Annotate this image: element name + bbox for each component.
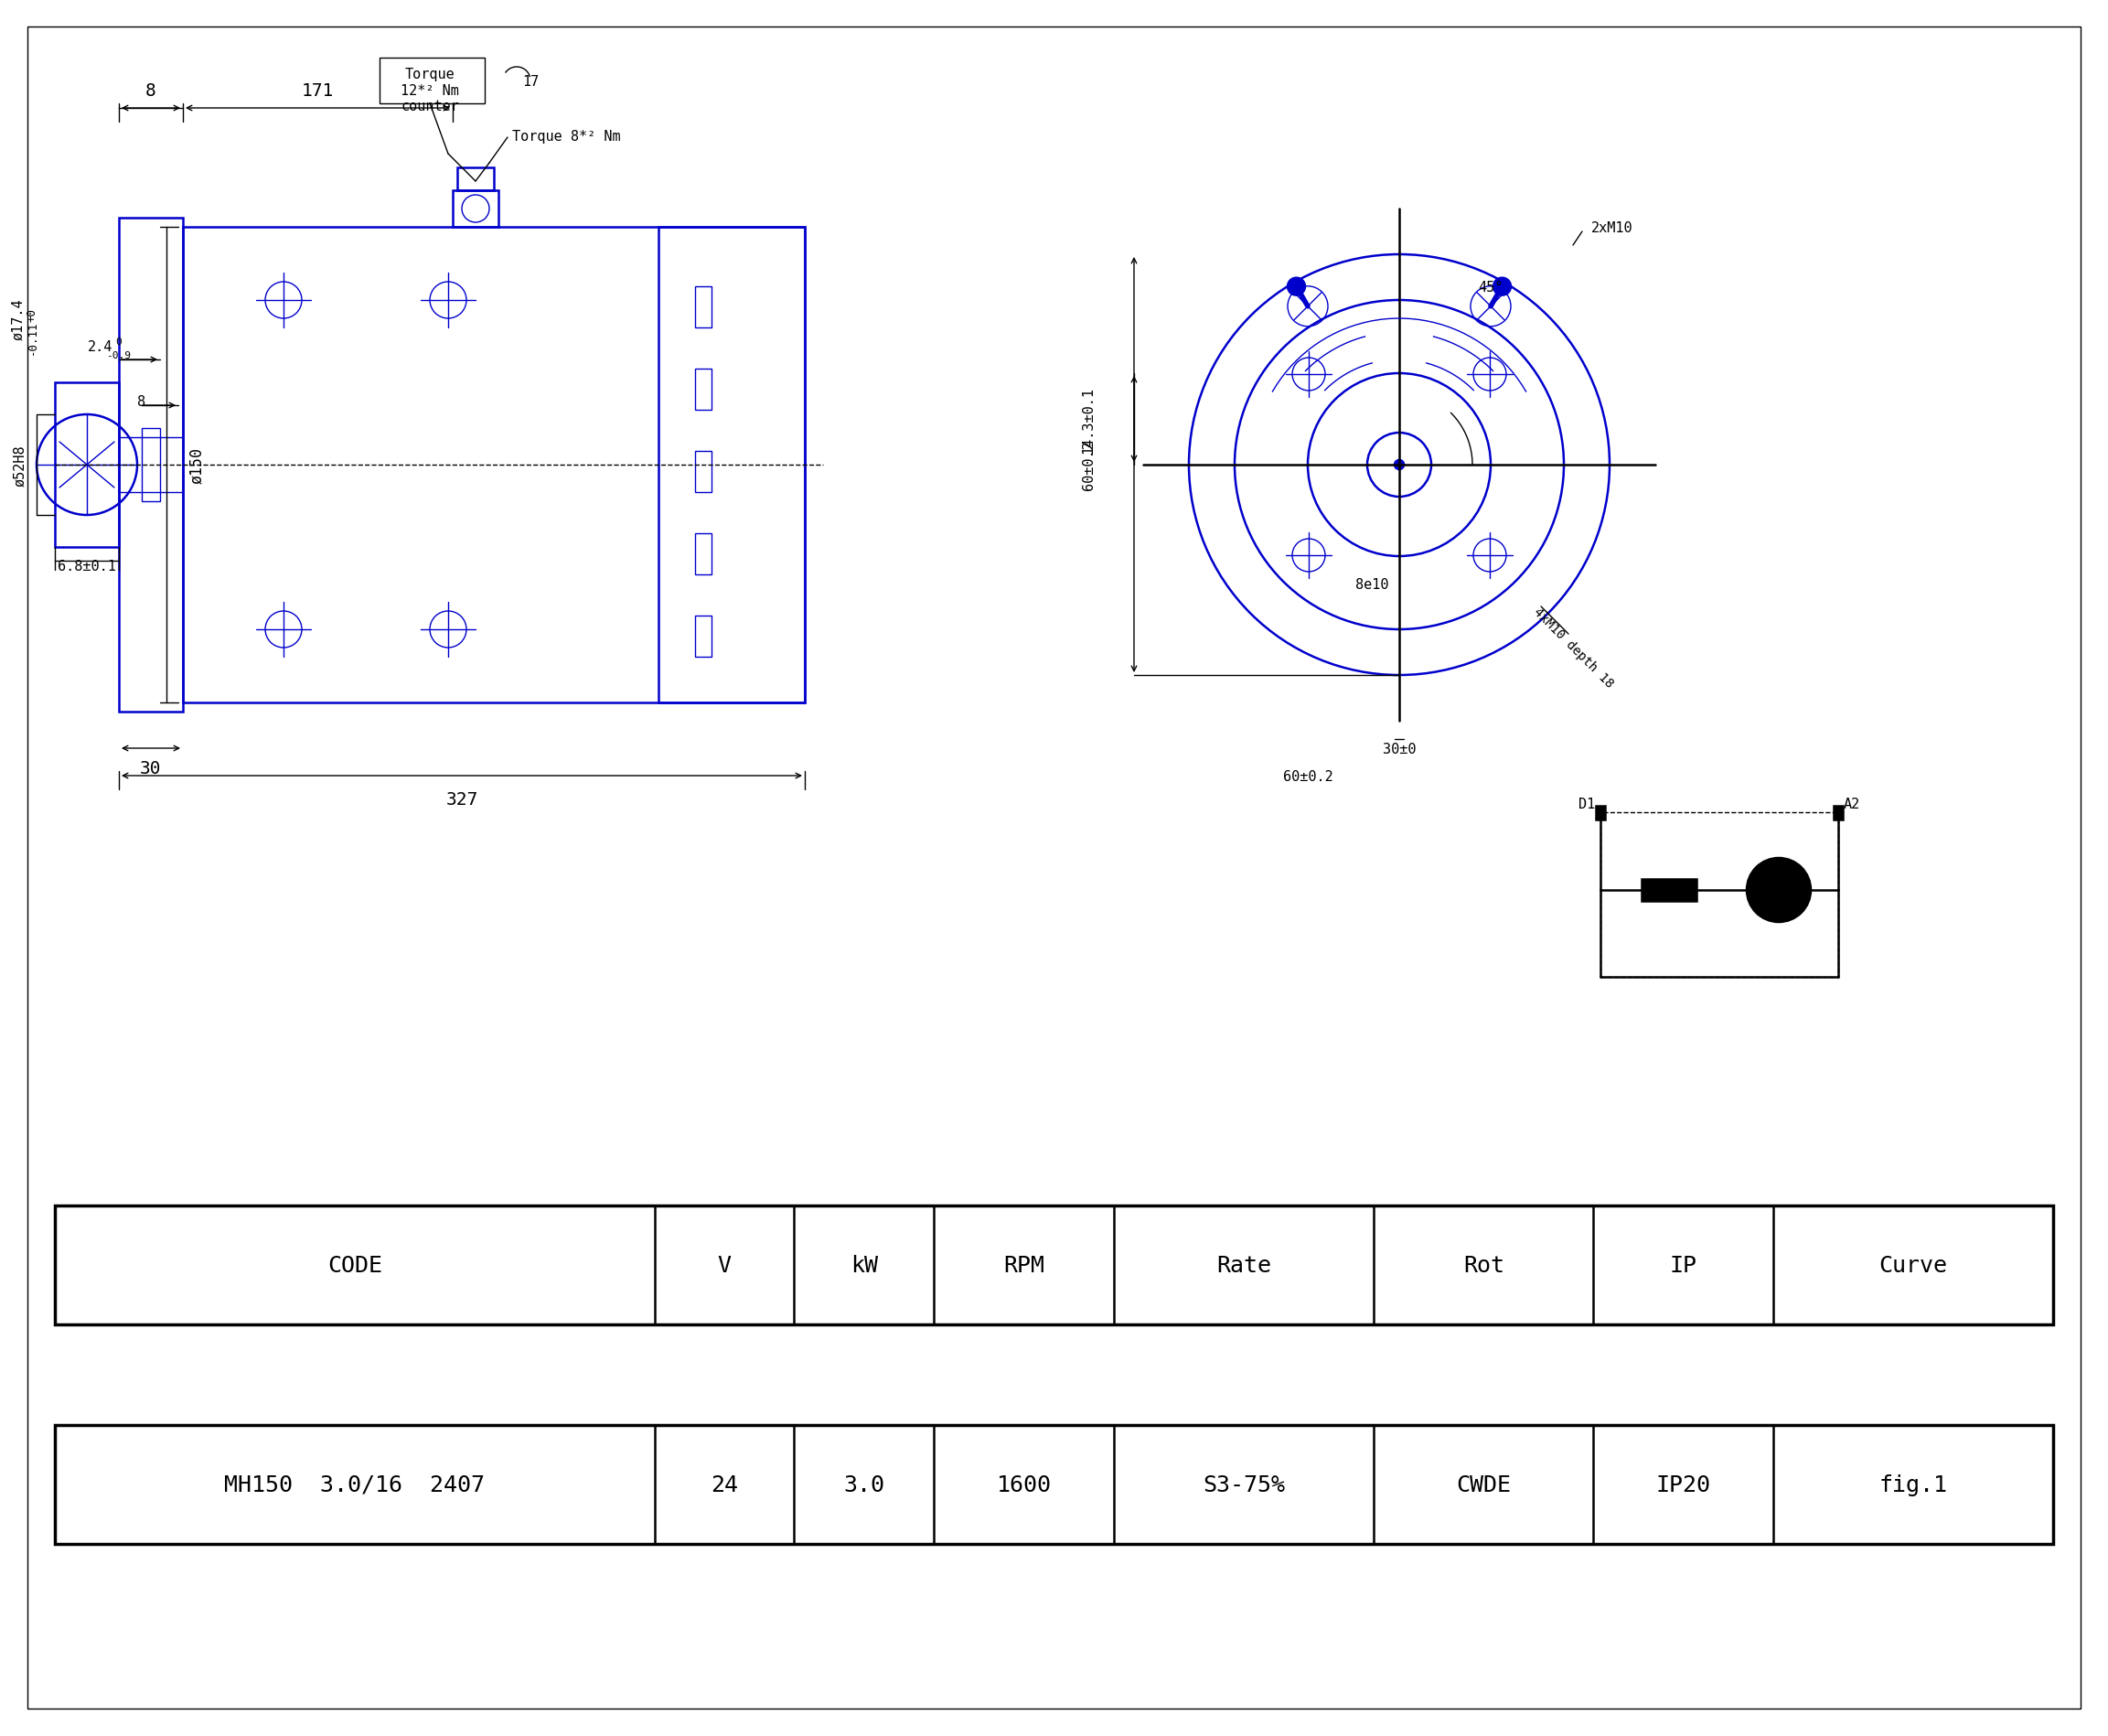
- Bar: [457, 168, 493, 191]
- Text: 6.8±0.1: 6.8±0.1: [57, 559, 116, 573]
- Text: Curve: Curve: [1878, 1253, 1948, 1276]
- Text: 0: 0: [116, 337, 122, 347]
- Text: MH150  3.0/16  2407: MH150 3.0/16 2407: [223, 1474, 485, 1496]
- Text: -0.9: -0.9: [108, 351, 131, 359]
- Text: RPM: RPM: [1003, 1253, 1046, 1276]
- Circle shape: [1288, 278, 1305, 297]
- Bar: [118, 437, 183, 493]
- Text: 2.4: 2.4: [89, 340, 114, 354]
- Bar: [696, 370, 713, 410]
- Text: 14.3±0.1: 14.3±0.1: [1081, 385, 1096, 453]
- Text: M: M: [1773, 882, 1783, 899]
- Bar: [696, 535, 713, 575]
- Text: Torque 8*² Nm: Torque 8*² Nm: [512, 130, 620, 142]
- Text: kW: kW: [850, 1253, 877, 1276]
- Circle shape: [1395, 460, 1404, 470]
- Text: 2xM10: 2xM10: [1592, 220, 1634, 234]
- Text: 24: 24: [710, 1474, 738, 1496]
- Text: 30±0: 30±0: [1383, 741, 1417, 755]
- Bar: [696, 616, 713, 658]
- Bar: [696, 286, 713, 328]
- Bar: [55, 384, 118, 547]
- Text: 60±0.2: 60±0.2: [1284, 769, 1332, 783]
- Bar: [55, 1425, 2053, 1543]
- Bar: [118, 219, 183, 712]
- Text: Torque
12*² Nm
counter: Torque 12*² Nm counter: [401, 68, 460, 113]
- Text: IP20: IP20: [1657, 1474, 1712, 1496]
- Text: 8: 8: [137, 394, 145, 408]
- Text: 327: 327: [445, 790, 479, 807]
- Text: S3-75%: S3-75%: [1204, 1474, 1286, 1496]
- Circle shape: [1492, 278, 1511, 297]
- Text: 1600: 1600: [997, 1474, 1052, 1496]
- Bar: [696, 451, 713, 493]
- Text: CWDE: CWDE: [1457, 1474, 1511, 1496]
- Text: 30: 30: [139, 760, 162, 778]
- Bar: [1642, 880, 1697, 901]
- Bar: [1600, 812, 1838, 977]
- Bar: [658, 227, 805, 703]
- Bar: [1596, 806, 1604, 819]
- Text: -0.11: -0.11: [25, 319, 38, 354]
- Text: ø150: ø150: [188, 448, 204, 484]
- Text: 3.0: 3.0: [843, 1474, 885, 1496]
- Text: Rot: Rot: [1463, 1253, 1505, 1276]
- Text: 4xM10 depth 18: 4xM10 depth 18: [1530, 606, 1615, 691]
- Text: A2: A2: [1844, 797, 1859, 811]
- Bar: [379, 59, 485, 104]
- Bar: [1834, 806, 1842, 819]
- Bar: [453, 191, 497, 227]
- Text: 45°: 45°: [1478, 279, 1503, 293]
- Circle shape: [1748, 858, 1811, 922]
- Text: Rate: Rate: [1216, 1253, 1271, 1276]
- Text: CODE: CODE: [327, 1253, 382, 1276]
- Text: 8e10: 8e10: [1355, 578, 1389, 590]
- Text: ø52H8: ø52H8: [13, 444, 27, 486]
- Text: V: V: [717, 1253, 731, 1276]
- Text: 60±0.2: 60±0.2: [1081, 441, 1096, 490]
- Bar: [55, 1207, 2053, 1325]
- Text: D1: D1: [1579, 797, 1596, 811]
- Text: 17: 17: [523, 75, 540, 89]
- Text: fig.1: fig.1: [1878, 1474, 1948, 1496]
- Text: +0: +0: [25, 307, 38, 321]
- Text: 8: 8: [145, 82, 156, 99]
- Text: 171: 171: [301, 82, 333, 99]
- Text: IP: IP: [1670, 1253, 1697, 1276]
- Bar: [141, 429, 160, 502]
- Bar: [183, 227, 805, 703]
- Text: ø17.4: ø17.4: [11, 299, 25, 340]
